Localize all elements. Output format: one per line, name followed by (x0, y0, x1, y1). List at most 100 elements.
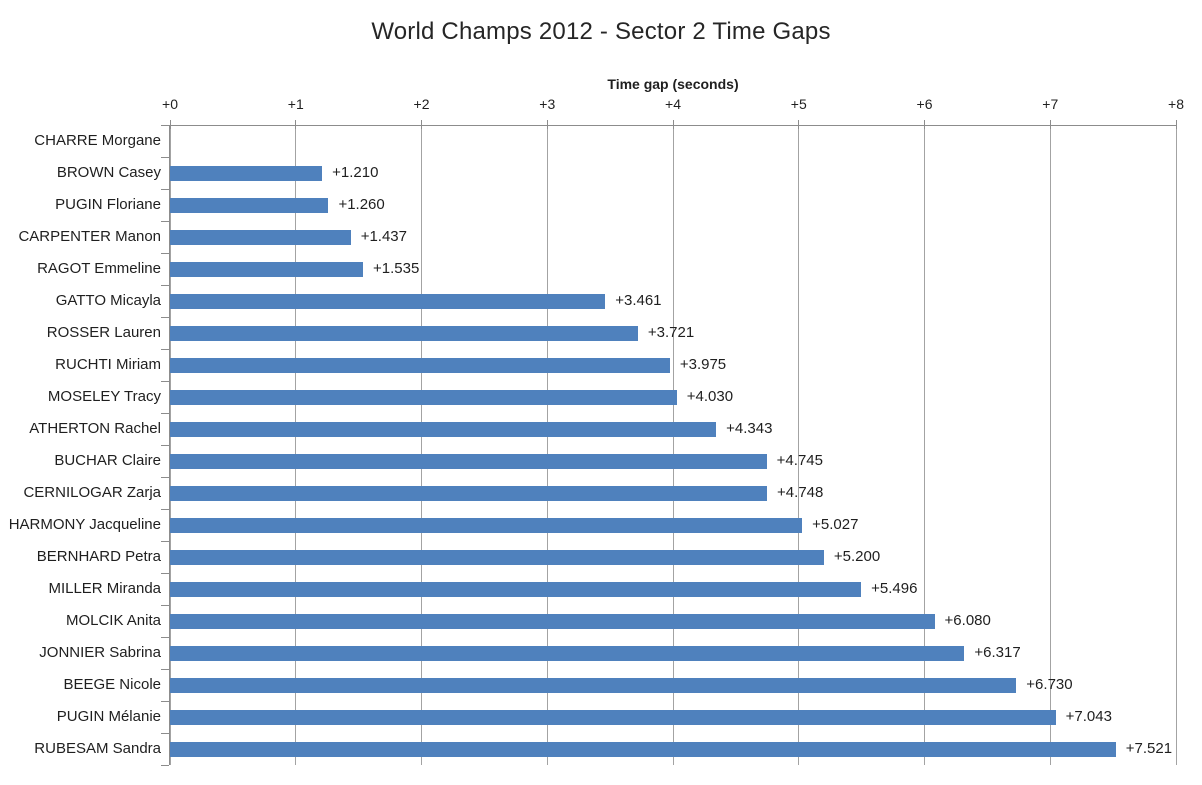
bar (170, 517, 803, 533)
category-label: GATTO Micayla (55, 292, 161, 309)
category-label: MOSELEY Tracy (47, 388, 161, 405)
y-axis-tick-mark (161, 445, 169, 446)
x-axis-title: Time gap (seconds) (607, 76, 739, 92)
x-axis-tick-label: +2 (413, 96, 430, 112)
x-axis-tick-mark (546, 120, 548, 129)
category-label: ATHERTON Rachel (29, 420, 161, 437)
category-label: ROSSER Lauren (46, 324, 161, 341)
category-label: CARPENTER Manon (18, 228, 161, 245)
bar-value-label: +3.721 (647, 324, 695, 341)
bar-value-label: +4.030 (686, 388, 734, 405)
category-label: MOLCIK Anita (65, 612, 161, 629)
bar (170, 325, 638, 341)
bar (170, 197, 329, 213)
y-axis-tick-mark (161, 157, 169, 158)
x-axis-tick-mark (295, 120, 297, 129)
y-axis-tick-mark (161, 189, 169, 190)
y-axis-tick-mark (161, 765, 169, 766)
y-axis-line (169, 125, 170, 765)
y-axis-tick-mark (161, 509, 169, 510)
bar-value-label: +1.210 (332, 164, 379, 181)
bar (170, 165, 323, 181)
bar (170, 229, 351, 245)
y-axis-tick-mark (161, 701, 169, 702)
y-axis-tick-mark (161, 541, 169, 542)
bar (170, 453, 767, 469)
bar-value-label: +7.521 (1125, 740, 1173, 757)
major-gridline (1175, 125, 1177, 765)
y-axis-tick-mark (161, 477, 169, 478)
bar-value-label: +3.461 (615, 292, 662, 309)
major-gridline (546, 125, 548, 765)
bar-value-label: +7.043 (1065, 708, 1112, 725)
x-axis-tick-mark (169, 120, 171, 129)
category-label: JONNIER Sabrina (39, 644, 161, 661)
y-axis-tick-mark (161, 349, 169, 350)
x-axis-tick-mark (798, 120, 800, 129)
bar (170, 485, 768, 501)
y-axis-tick-mark (161, 253, 169, 254)
x-axis-tick-mark (1049, 120, 1051, 129)
category-label: MILLER Miranda (48, 580, 161, 597)
bar-value-label: +5.200 (833, 548, 881, 565)
category-label: CHARRE Morgane (34, 132, 161, 149)
major-gridline (295, 125, 297, 765)
bar-value-label: +6.730 (1026, 676, 1073, 693)
bar (170, 741, 1116, 757)
bar (170, 549, 824, 565)
x-axis-tick-label: +5 (790, 96, 807, 112)
bar (170, 293, 606, 309)
category-label: BEEGE Nicole (63, 676, 161, 693)
chart-title: World Champs 2012 - Sector 2 Time Gaps (371, 18, 831, 45)
y-axis-tick-mark (161, 669, 169, 670)
category-label: BERNHARD Petra (36, 548, 161, 565)
x-axis-tick-label: +1 (287, 96, 304, 112)
y-axis-tick-mark (161, 285, 169, 286)
category-label: RAGOT Emmeline (37, 260, 161, 277)
bar-value-label: +4.343 (726, 420, 773, 437)
major-gridline (798, 125, 800, 765)
category-label: CERNILOGAR Zarja (23, 484, 161, 501)
bar-value-label: +5.496 (871, 580, 918, 597)
y-axis-tick-mark (161, 733, 169, 734)
category-label: PUGIN Mélanie (56, 708, 161, 725)
bar (170, 261, 364, 277)
bar-value-label: +1.535 (373, 260, 420, 277)
major-gridline (672, 125, 674, 765)
y-axis-tick-mark (161, 413, 169, 414)
bar-value-label: +5.027 (812, 516, 859, 533)
category-label: HARMONY Jacqueline (8, 516, 161, 533)
bar (170, 581, 862, 597)
bar-value-label: +6.080 (944, 612, 991, 629)
category-label: BROWN Casey (56, 164, 161, 181)
y-axis-tick-mark (161, 317, 169, 318)
y-axis-tick-mark (161, 637, 169, 638)
y-axis-tick-mark (161, 381, 169, 382)
category-label: BUCHAR Claire (54, 452, 161, 469)
y-axis-tick-mark (161, 221, 169, 222)
bar (170, 613, 935, 629)
x-axis-tick-label: +3 (539, 96, 556, 112)
x-axis-tick-label: +8 (1168, 96, 1184, 112)
y-axis-tick-mark (161, 125, 169, 126)
major-gridline (924, 125, 925, 765)
x-axis-tick-label: +7 (1042, 96, 1059, 112)
bar (170, 389, 677, 405)
category-label: PUGIN Floriane (55, 196, 161, 213)
bar-value-label: +6.317 (974, 644, 1021, 661)
x-axis-tick-mark (924, 120, 925, 129)
major-gridline (169, 125, 171, 765)
bar (170, 709, 1056, 725)
major-gridline (1049, 125, 1051, 765)
major-gridline (421, 125, 422, 765)
bar (170, 677, 1017, 693)
x-axis-tick-mark (1175, 120, 1177, 129)
x-axis-tick-label: +0 (162, 96, 178, 112)
x-axis-tick-mark (672, 120, 674, 129)
bar (170, 421, 717, 437)
x-axis-tick-label: +6 (916, 96, 933, 112)
x-axis-tick-mark (421, 120, 422, 129)
bar-value-label: +1.260 (338, 196, 385, 213)
bar-value-label: +4.748 (777, 484, 824, 501)
